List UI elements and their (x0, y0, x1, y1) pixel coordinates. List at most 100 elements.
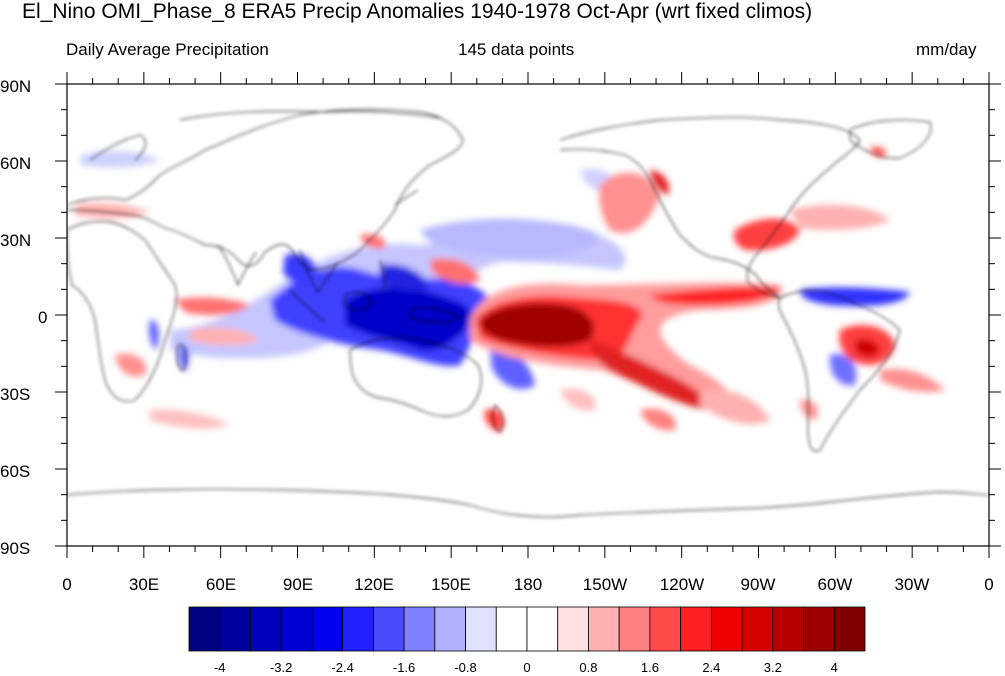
subtitle-variable: Daily Average Precipitation (66, 40, 269, 59)
lon-label-0-east: 0 (984, 575, 993, 594)
red-south-pacific-east (700, 389, 770, 425)
red-new-zealand (484, 409, 505, 432)
blue-sumatra (283, 253, 319, 286)
coast-borneo (344, 291, 373, 311)
coast-madagascar (176, 344, 187, 371)
colorbar-label: 2.4 (702, 660, 720, 675)
colorbar-swatch (280, 606, 313, 652)
colorbar-swatch (311, 606, 344, 652)
lon-label-120e: 120E (354, 575, 394, 594)
colorbar-label: 1.6 (641, 660, 659, 675)
red-north-america-west (599, 172, 660, 234)
colorbar-swatch (526, 606, 559, 652)
colorbar-labels: -4 -3.2 -2.4 -1.6 -0.8 0 0.8 1.6 2.4 3.2 4 (214, 660, 838, 675)
lon-label-30e: 30E (129, 575, 159, 594)
blue-atlantic-tropical (800, 287, 910, 307)
colorbar-swatch (588, 606, 620, 652)
lat-label-90s: 90S (0, 539, 30, 558)
lat-label-90n: 90N (0, 77, 31, 96)
blue-australia-east (490, 349, 535, 389)
red-north-america-east (733, 218, 800, 251)
colorbar-swatch (618, 606, 651, 652)
lat-label-60s: 60S (0, 462, 30, 481)
lon-label-0-west: 0 (62, 575, 71, 594)
colorbar-label: 0 (523, 660, 530, 675)
red-east-africa (175, 297, 250, 316)
coast-scandinavia (89, 134, 146, 161)
blue-europe (80, 150, 160, 168)
red-itcz-east (650, 287, 780, 305)
latitude-labels: 90N 60N 30N 0 30S 60S 90S (0, 77, 47, 558)
colorbar-swatch (342, 606, 374, 652)
lon-label-180: 180 (514, 575, 542, 594)
coast-arctic (179, 110, 441, 121)
colorbar-label: -1.6 (393, 660, 415, 675)
colorbar-swatch (372, 606, 405, 652)
coast-philippines (379, 259, 386, 291)
lon-label-60e: 60E (206, 575, 236, 594)
colorbar-swatch (219, 606, 251, 652)
red-alaska-coast (650, 170, 670, 195)
colorbar-swatch (250, 606, 282, 652)
red-hawaii (430, 258, 480, 284)
lon-label-90e: 90E (283, 575, 313, 594)
colorbar-swatch (495, 606, 528, 652)
colorbar-swatch (833, 606, 866, 652)
axis-ticks (55, 72, 1001, 558)
coast-north-america (559, 116, 861, 299)
colorbar-swatch (434, 606, 466, 652)
blue-north-pacific-light (420, 218, 599, 259)
colorbar-swatch (557, 606, 589, 652)
coast-greenland (849, 119, 932, 159)
lon-label-150e: 150E (431, 575, 471, 594)
colorbar-label: 4 (831, 660, 838, 675)
red-spcz (590, 340, 711, 410)
longitude-labels: 0 30E 60E 90E 120E 150E 180 150W 120W 90… (62, 575, 993, 594)
red-gulf-stream (790, 204, 890, 230)
lat-label-30s: 30S (0, 385, 30, 404)
blue-madagascar (177, 344, 190, 372)
lon-label-90w: 90W (741, 575, 776, 594)
coast-japan (394, 189, 419, 206)
coastlines (67, 108, 989, 518)
colorbar-label: -0.8 (454, 660, 476, 675)
coast-new-guinea (409, 307, 461, 323)
red-pacific-core (479, 303, 594, 347)
lat-label-60n: 60N (0, 154, 31, 173)
coast-sumatra (289, 289, 326, 323)
colorbar-label: -2.4 (331, 660, 353, 675)
coast-india (217, 244, 257, 287)
map-title: El_Nino OMI_Phase_8 ERA5 Precip Anomalie… (22, 0, 813, 23)
red-indian-ocean (190, 327, 260, 346)
red-southern-ocean (640, 408, 676, 431)
red-indian-south (150, 409, 230, 429)
lon-label-120w: 120W (660, 575, 704, 594)
coast-indochina (299, 249, 339, 293)
colorbar-swatch (803, 606, 835, 652)
colorbar-label: -4 (214, 660, 226, 675)
blue-south-america (829, 354, 857, 386)
blue-maritime-deep (345, 287, 473, 351)
red-greenland-south (870, 147, 886, 157)
lat-label-30n: 30N (0, 231, 31, 250)
colorbar-swatch (649, 606, 682, 652)
blue-africa-south (149, 319, 159, 350)
colorbar-label: -3.2 (270, 660, 292, 675)
red-china (360, 234, 386, 249)
colorbar-swatch (403, 606, 436, 652)
lon-label-60w: 60W (818, 575, 853, 594)
colorbar-swatch (680, 606, 712, 652)
red-argentina (800, 399, 818, 420)
red-south-pacific-mid (560, 388, 596, 411)
subtitle-units: mm/day (916, 40, 977, 59)
coast-eurasia (67, 108, 463, 271)
red-south-atlantic (880, 368, 945, 392)
coast-australia (349, 337, 482, 417)
colorbar-swatch (772, 606, 804, 652)
blue-west-pacific (380, 264, 430, 292)
colorbar-swatch (188, 606, 221, 652)
colorbar-swatch (741, 606, 774, 652)
lat-label-eq: 0 (38, 308, 47, 327)
colorbar (188, 606, 866, 652)
